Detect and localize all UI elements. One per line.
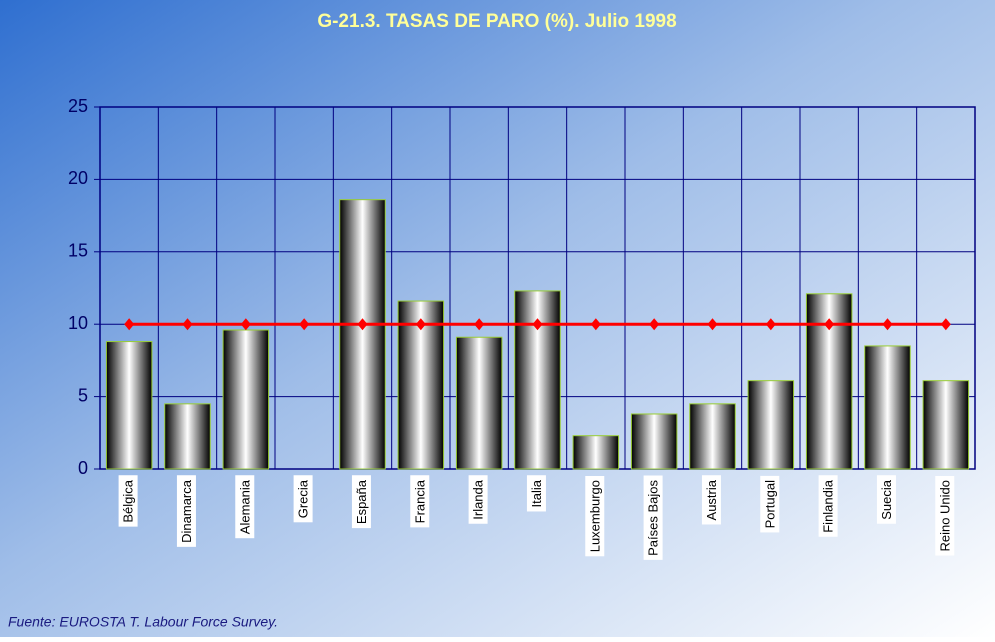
x-tick-box	[701, 475, 721, 525]
x-tick-label: Italia	[529, 479, 544, 507]
x-tick-box	[643, 475, 663, 560]
line-marker	[182, 318, 193, 331]
x-tick-label: Finlandia	[821, 479, 836, 533]
x-tick-group: Países Bajos	[643, 475, 663, 560]
y-tick-label: 0	[78, 458, 88, 478]
line-marker	[240, 318, 251, 331]
x-tick-box	[235, 475, 255, 539]
x-tick-box	[351, 475, 371, 529]
y-tick-label: 5	[78, 385, 88, 405]
y-tick-label: 10	[68, 313, 88, 333]
x-tick-group: Bélgica	[118, 475, 138, 527]
line-marker	[415, 318, 426, 331]
bar	[455, 336, 503, 470]
x-tick-label: Suecia	[879, 479, 894, 520]
x-tick-box	[118, 475, 138, 527]
x-tick-group: Grecia	[293, 475, 313, 523]
x-tick-group: Finlandia	[818, 475, 838, 537]
x-tick-box	[526, 475, 546, 512]
x-tick-label: Portugal	[762, 480, 777, 529]
source-note: Fuente: EUROSTA T. Labour Force Survey.	[8, 614, 278, 630]
x-tick-box	[176, 475, 196, 547]
line-marker	[357, 318, 368, 331]
x-tick-box	[410, 475, 430, 528]
line-marker	[765, 318, 776, 331]
x-tick-label: Países Bajos	[646, 480, 661, 556]
x-tick-group: Francia	[410, 475, 430, 528]
x-tick-group: Suecia	[876, 475, 896, 524]
x-tick-box	[760, 475, 780, 533]
bar	[922, 380, 970, 470]
line-marker	[882, 318, 893, 331]
x-tick-group: Luxemburgo	[585, 476, 605, 557]
x-tick-group: España	[351, 475, 371, 529]
x-tick-group: Irlanda	[468, 475, 488, 524]
bar	[572, 435, 620, 470]
x-tick-box	[585, 476, 605, 557]
x-tick-box	[935, 476, 955, 556]
bar	[164, 403, 211, 470]
x-tick-label: Reino Unido	[937, 480, 952, 552]
line-marker	[590, 318, 601, 331]
bar	[630, 413, 678, 470]
x-tick-group: Dinamarca	[176, 475, 196, 547]
line-marker	[124, 318, 135, 331]
x-tick-label: Alemania	[237, 479, 252, 534]
x-tick-group: Portugal	[760, 475, 780, 533]
x-tick-group: Reino Unido	[935, 476, 955, 556]
line-marker	[824, 318, 835, 331]
x-tick-label: Luxemburgo	[587, 480, 602, 552]
x-tick-label: Grecia	[296, 479, 311, 518]
x-tick-label: Irlanda	[471, 479, 486, 520]
x-tick-label: Austria	[704, 479, 719, 520]
y-tick-label: 20	[68, 168, 88, 188]
x-tick-group: Austria	[701, 475, 721, 525]
line-marker	[707, 318, 718, 331]
x-tick-label: Dinamarca	[179, 479, 194, 543]
x-tick-group: Alemania	[235, 475, 255, 539]
y-tick-label: 25	[68, 96, 88, 116]
x-tick-label: Francia	[412, 479, 427, 523]
x-tick-label: España	[354, 479, 369, 524]
bar	[339, 199, 386, 470]
x-tick-box	[293, 475, 313, 523]
chart-title: G-21.3. TASAS DE PARO (%). Julio 1998	[317, 11, 676, 32]
bar	[747, 380, 795, 470]
bar	[105, 341, 153, 470]
x-tick-box	[468, 475, 488, 524]
bar	[689, 403, 736, 470]
line-marker	[649, 318, 660, 331]
y-tick-label: 15	[68, 241, 88, 261]
line-marker	[299, 318, 310, 331]
line-marker	[532, 318, 543, 331]
x-tick-box	[876, 475, 896, 524]
x-tick-box	[818, 475, 838, 537]
bar	[864, 345, 911, 470]
bar	[514, 290, 561, 470]
x-tick-label: Bélgica	[121, 479, 136, 522]
bar	[222, 329, 270, 470]
line-marker	[474, 318, 485, 331]
line-marker	[940, 318, 951, 331]
x-tick-group: Italia	[526, 475, 546, 512]
